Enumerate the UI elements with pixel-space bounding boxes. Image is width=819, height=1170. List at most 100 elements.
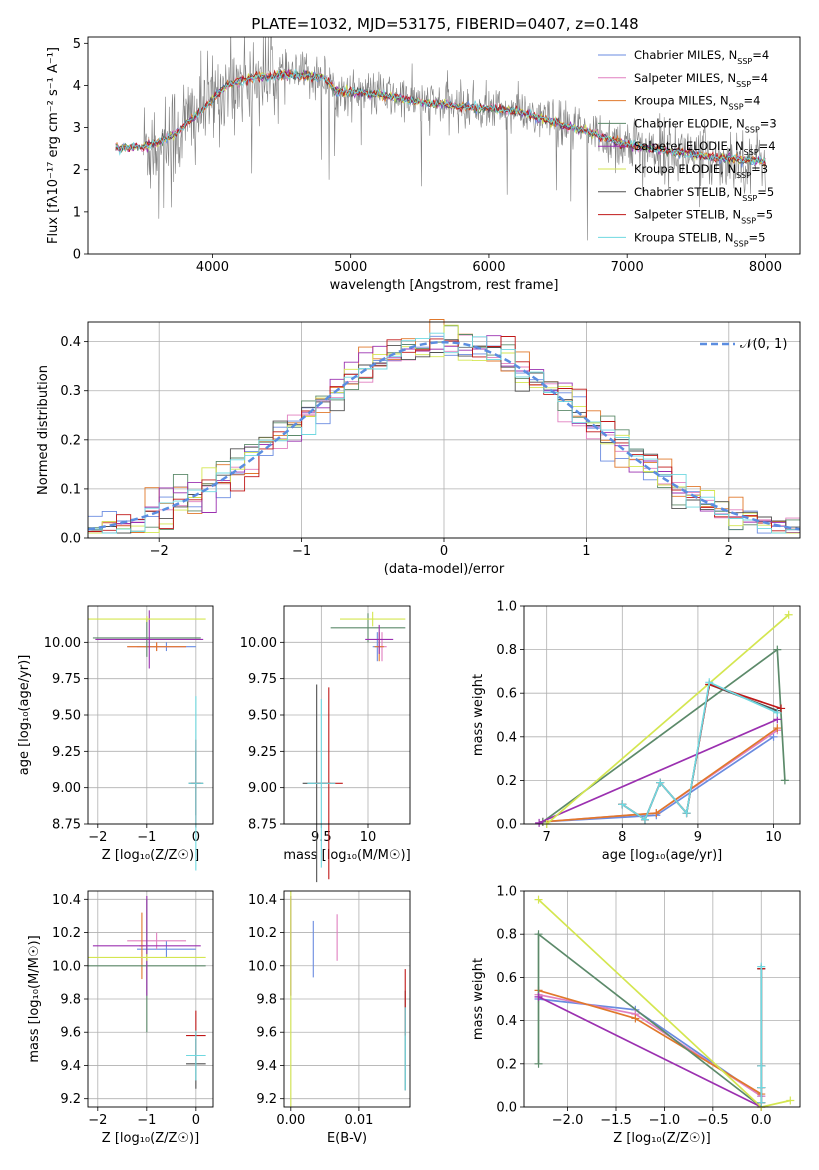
data-point-marker [682,809,691,818]
x-tick-label: −1 [137,830,156,845]
y-tick-label: 10.0 [52,959,81,974]
age-massweight-panel: 7 8 9 10 0.0 0.2 0.4 0.6 0.8 1.0 age [log₁₀(age/yr… [471,600,801,863]
data-point-marker [640,815,649,824]
y-tick-label: 0.4 [496,730,517,745]
legend-subscript: SSP [741,216,756,225]
legend-value: =3 [751,162,768,176]
y-tick-label: 9.6 [256,1026,277,1041]
y-tick-label: 9.8 [256,993,277,1008]
data-point-marker [534,895,543,904]
axes-frame [523,605,801,825]
mass-weight-line [542,736,774,823]
x-tick-label: 0.0 [751,1113,772,1128]
data-point-marker [534,1059,543,1068]
x-tick-label: 10 [360,830,377,845]
y-tick-label: 2 [73,163,81,178]
legend-label: Chabrier MILES, NSSP=4 [634,48,769,66]
legend-label: Kroupa STELIB, NSSP=5 [634,230,765,248]
x-tick-label: −1.5 [600,1113,632,1128]
mass-weight-line [538,996,762,1108]
x-tick-label: 6000 [472,260,505,275]
data-point-marker [757,1061,766,1070]
ebv-mass-panel: 0.00 0.01 9.2 9.4 9.6 9.8 10.0 10.2 10.4 E(B-V) [248,890,411,1146]
mass-weight-line [538,989,762,1095]
x-tick-label: 7000 [611,260,644,275]
data-point-marker [786,1096,795,1105]
y-tick-label: 0.6 [496,971,517,986]
x-tick-label: 8000 [749,260,782,275]
legend-value: =4 [759,139,776,153]
z-massweight-panel: −2.0 −1.5 −1.0 −0.5 0.0 0.0 0.2 0.4 0.6 0.8 1.0 Z [… [471,885,801,1146]
x-axis-label: mass [log₁₀(M/M☉)] [283,848,410,863]
axes-frame [87,36,801,255]
data-point-marker [656,778,665,787]
legend-subscript: SSP [734,239,749,248]
y-tick-label: 0.4 [60,335,81,350]
y-tick-label: 0.0 [60,532,81,547]
y-tick-label: 9.2 [256,1092,277,1107]
figure-title: PLATE=1032, MJD=53175, FIBERID=0407, z=0… [251,15,638,33]
y-axis-label: age [log₁₀(age/yr)] [17,655,32,776]
y-tick-label: 0.0 [496,818,517,833]
x-tick-label: 0 [192,1113,200,1128]
legend-label: Salpeter STELIB, NSSP=5 [634,208,773,226]
legend-subscript: SSP [745,125,760,134]
y-tick-label: 9.25 [248,745,277,760]
x-tick-label: 9 [694,830,702,845]
legend-label: Salpeter MILES, NSSP=4 [634,71,768,89]
data-point-marker [534,930,543,939]
y-tick-label: 0.8 [496,643,517,658]
y-tick-label: 10.4 [52,893,81,908]
x-tick-label: 10 [765,830,782,845]
mass-weight-line [542,727,778,823]
axes-frame [283,890,411,1108]
legend-label: Chabrier STELIB, NSSP=5 [634,185,774,203]
y-axis-label: Flux [fλ10⁻¹⁷ erg cm⁻² s⁻¹ A⁻¹] [46,47,61,244]
y-tick-label: 0.1 [60,482,81,497]
axes-frame [283,605,411,825]
x-axis-label: wavelength [Angstrom, rest frame] [330,278,559,293]
y-tick-label: 9.50 [248,709,277,724]
y-axis-label: mass weight [471,958,486,1040]
mass-weight-line [538,718,778,824]
data-point-marker [769,732,778,741]
legend-value: =3 [760,116,777,130]
y-tick-label: 10.2 [248,926,277,941]
data-point-marker [784,610,793,619]
data-point-marker [757,1083,766,1092]
spectrum-panel: 4000 5000 6000 7000 8000 0 1 2 3 4 5 wavelength [An… [46,36,801,293]
x-tick-label: −2 [150,544,169,559]
legend-value: =4 [751,71,768,85]
legend-value: =4 [752,48,769,62]
legend-label: Kroupa ELODIE, NSSP=3 [634,162,768,180]
x-tick-label: 5000 [334,260,367,275]
y-tick-label: 9.25 [52,745,81,760]
y-tick-label: 1 [73,205,81,220]
x-tick-label: 0 [440,544,448,559]
x-tick-label: 0.01 [344,1113,373,1128]
data-point-marker [535,818,544,827]
legend-label: Chabrier ELODIE, NSSP=3 [634,116,777,133]
legend-subscript: SSP [744,148,759,157]
x-axis-label: Z [log₁₀(Z/Z☉)] [102,848,199,863]
y-tick-label: 9.00 [52,781,81,796]
y-tick-label: 1.0 [496,600,517,615]
y-tick-label: 10.4 [248,893,277,908]
y-axis-label: Normed distribution [36,365,51,495]
x-tick-label: 7 [543,830,551,845]
y-tick-label: 0.4 [496,1014,517,1029]
x-tick-label: −0.5 [697,1113,729,1128]
y-tick-label: 0.2 [60,433,81,448]
axes-frame [87,321,801,539]
y-tick-label: 0.2 [496,1057,517,1072]
legend-label: 𝒩(0, 1) [740,337,787,352]
mass-weight-line [621,683,778,821]
y-tick-label: 9.75 [52,672,81,687]
y-tick-label: 9.2 [60,1092,81,1107]
y-tick-label: 3 [73,121,81,136]
y-tick-label: 1.0 [496,885,517,900]
data-point-marker [705,678,714,687]
legend-value: =5 [757,185,774,199]
y-tick-label: 0.8 [496,928,517,943]
data-point-marker [757,962,766,971]
